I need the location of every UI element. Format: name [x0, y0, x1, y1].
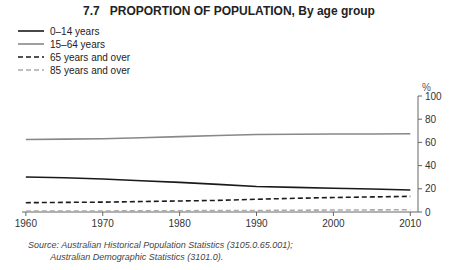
- x-tick: [102, 212, 103, 216]
- legend-label: 15–64 years: [50, 39, 105, 50]
- legend-label: 65 years and over: [50, 52, 131, 63]
- source: Source: Australian Historical Population…: [28, 240, 293, 262]
- x-tick: [179, 212, 180, 216]
- legend-swatch: [18, 56, 44, 58]
- y-tick-label: 80: [425, 114, 437, 125]
- chart: 7.7 PROPORTION OF POPULATION, By age gro…: [0, 0, 458, 270]
- x-tick: [25, 212, 26, 216]
- x-axis: [22, 212, 418, 213]
- source-line: Source: Australian Historical Population…: [28, 240, 293, 250]
- y-tick-label: 60: [425, 137, 437, 148]
- plot-area: [26, 134, 410, 211]
- y-tick: [418, 142, 422, 143]
- x-tick-label: 2000: [322, 218, 345, 229]
- title: 7.7 PROPORTION OF POPULATION, By age gro…: [83, 4, 375, 18]
- y-axis: [418, 96, 419, 212]
- legend-swatch: [18, 30, 44, 32]
- x-tick-label: 1980: [169, 218, 192, 229]
- annotation: %: [422, 82, 431, 93]
- y-tick: [418, 188, 422, 189]
- source-line: Australian Demographic Statistics (3101.…: [28, 252, 223, 262]
- legend-label: 0–14 years: [50, 26, 99, 37]
- x-tick-label: 1970: [92, 218, 115, 229]
- x-tick-label: 1990: [245, 218, 268, 229]
- x-tick: [410, 212, 411, 216]
- y-tick-label: 20: [425, 183, 437, 194]
- x-tick-label: 2010: [399, 218, 422, 229]
- series-line: [26, 177, 410, 190]
- legend-swatch: [18, 69, 44, 71]
- y-tick: [418, 165, 422, 166]
- y-tick: [418, 212, 422, 213]
- legend-label: 85 years and over: [50, 65, 131, 76]
- series-line: [26, 196, 410, 202]
- y-tick: [418, 96, 422, 97]
- y-tick-label: 0: [425, 207, 431, 218]
- legend: 0–14 years 15–64 years 65 years and over 85…: [18, 26, 131, 76]
- legend-swatch: [18, 43, 44, 45]
- y-tick: [418, 119, 422, 120]
- y-tick-label: 40: [425, 160, 437, 171]
- x-tick: [333, 212, 334, 216]
- series-line: [26, 134, 410, 140]
- x-tick-label: 1960: [15, 218, 38, 229]
- x-tick: [256, 212, 257, 216]
- series-line: [26, 210, 410, 212]
